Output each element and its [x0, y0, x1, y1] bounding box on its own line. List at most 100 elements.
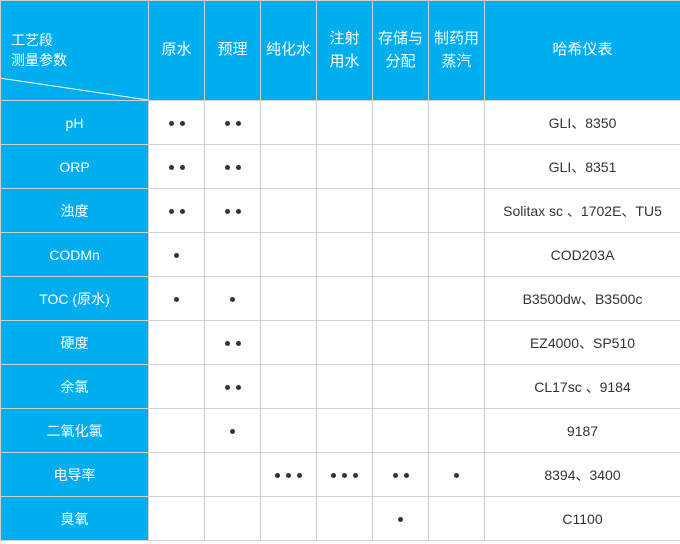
dot-icon [225, 165, 230, 170]
dot-cell [205, 453, 261, 497]
table-row: 电导率 8394、3400 [1, 453, 680, 497]
instrument-cell: GLI、8351 [485, 145, 680, 189]
dot-cell [149, 233, 205, 277]
dot-icon [398, 517, 403, 522]
dot-cell [373, 277, 429, 321]
dot-cell [261, 145, 317, 189]
dot-cell [149, 277, 205, 321]
dot-cell [317, 145, 373, 189]
table-row: 臭氧C1100 [1, 497, 680, 541]
row-label: 硬度 [1, 321, 149, 365]
row-label: CODMn [1, 233, 149, 277]
dot-icon [342, 473, 347, 478]
dot-cell [149, 365, 205, 409]
dot-cell [261, 189, 317, 233]
col-header: 原水 [149, 1, 205, 101]
dot-cell [373, 453, 429, 497]
dot-icon [169, 209, 174, 214]
dot-cell [373, 497, 429, 541]
table-row: 余氯CL17sc 、9184 [1, 365, 680, 409]
dot-cell [205, 365, 261, 409]
dot-cell [429, 453, 485, 497]
dot-cell [261, 277, 317, 321]
dot-cell [429, 145, 485, 189]
dot-cell [149, 453, 205, 497]
dot-icon [404, 473, 409, 478]
table-row: ORP GLI、8351 [1, 145, 680, 189]
row-label: 电导率 [1, 453, 149, 497]
instrument-cell: CL17sc 、9184 [485, 365, 680, 409]
dot-icon [180, 209, 185, 214]
dot-icon [275, 473, 280, 478]
dot-cell [317, 233, 373, 277]
dot-cell [317, 497, 373, 541]
dot-icon [297, 473, 302, 478]
dot-icon [236, 165, 241, 170]
table-body: pHGLI、8350ORPGLI、8351浊度Solitax sc 、1702E… [1, 101, 680, 541]
measurement-table: 工艺段 测量参数 原水 预理 纯化水 注射用水 存储与分配 制药用蒸汽 哈希仪表… [0, 0, 680, 541]
dot-cell [149, 101, 205, 145]
row-label: pH [1, 101, 149, 145]
dot-cell [261, 453, 317, 497]
dot-cell [317, 277, 373, 321]
dot-cell [373, 409, 429, 453]
dot-cell [429, 409, 485, 453]
col-header: 注射用水 [317, 1, 373, 101]
instrument-cell: 8394、3400 [485, 453, 680, 497]
dot-icon [236, 385, 241, 390]
dot-icon [225, 385, 230, 390]
dot-cell [149, 145, 205, 189]
dot-icon [169, 165, 174, 170]
dot-icon [180, 121, 185, 126]
table-row: 硬度 EZ4000、SP510 [1, 321, 680, 365]
instrument-cell: B3500dw、B3500c [485, 277, 680, 321]
dot-icon [393, 473, 398, 478]
dot-cell [261, 497, 317, 541]
dot-cell [317, 321, 373, 365]
table-row: pH GLI、8350 [1, 101, 680, 145]
instrument-cell: GLI、8350 [485, 101, 680, 145]
dot-cell [429, 101, 485, 145]
dot-cell [149, 409, 205, 453]
dot-cell [261, 365, 317, 409]
dot-cell [373, 189, 429, 233]
dot-icon [180, 165, 185, 170]
instrument-cell: EZ4000、SP510 [485, 321, 680, 365]
dot-icon [174, 253, 179, 258]
row-label: ORP [1, 145, 149, 189]
dot-cell [429, 233, 485, 277]
dot-cell [317, 409, 373, 453]
dot-icon [169, 121, 174, 126]
dot-cell [373, 365, 429, 409]
dot-icon [353, 473, 358, 478]
dot-cell [429, 497, 485, 541]
dot-cell [429, 189, 485, 233]
dot-cell [429, 321, 485, 365]
dot-cell [317, 365, 373, 409]
dot-icon [225, 121, 230, 126]
header-row: 工艺段 测量参数 原水 预理 纯化水 注射用水 存储与分配 制药用蒸汽 哈希仪表 [1, 1, 680, 101]
dot-icon [236, 341, 241, 346]
col-header: 纯化水 [261, 1, 317, 101]
dot-icon [225, 341, 230, 346]
dot-cell [317, 189, 373, 233]
dot-cell [205, 497, 261, 541]
dot-cell [205, 277, 261, 321]
col-header: 预理 [205, 1, 261, 101]
dot-icon [331, 473, 336, 478]
dot-icon [236, 121, 241, 126]
col-header-instrument: 哈希仪表 [485, 1, 680, 101]
instrument-cell: 9187 [485, 409, 680, 453]
dot-cell [429, 365, 485, 409]
dot-cell [429, 277, 485, 321]
dot-cell [205, 409, 261, 453]
dot-icon [230, 297, 235, 302]
table-row: CODMnCOD203A [1, 233, 680, 277]
col-header: 存储与分配 [373, 1, 429, 101]
dot-cell [149, 497, 205, 541]
col-header: 制药用蒸汽 [429, 1, 485, 101]
dot-icon [454, 473, 459, 478]
corner-header: 工艺段 测量参数 [1, 1, 149, 101]
row-label: 浊度 [1, 189, 149, 233]
dot-cell [149, 321, 205, 365]
